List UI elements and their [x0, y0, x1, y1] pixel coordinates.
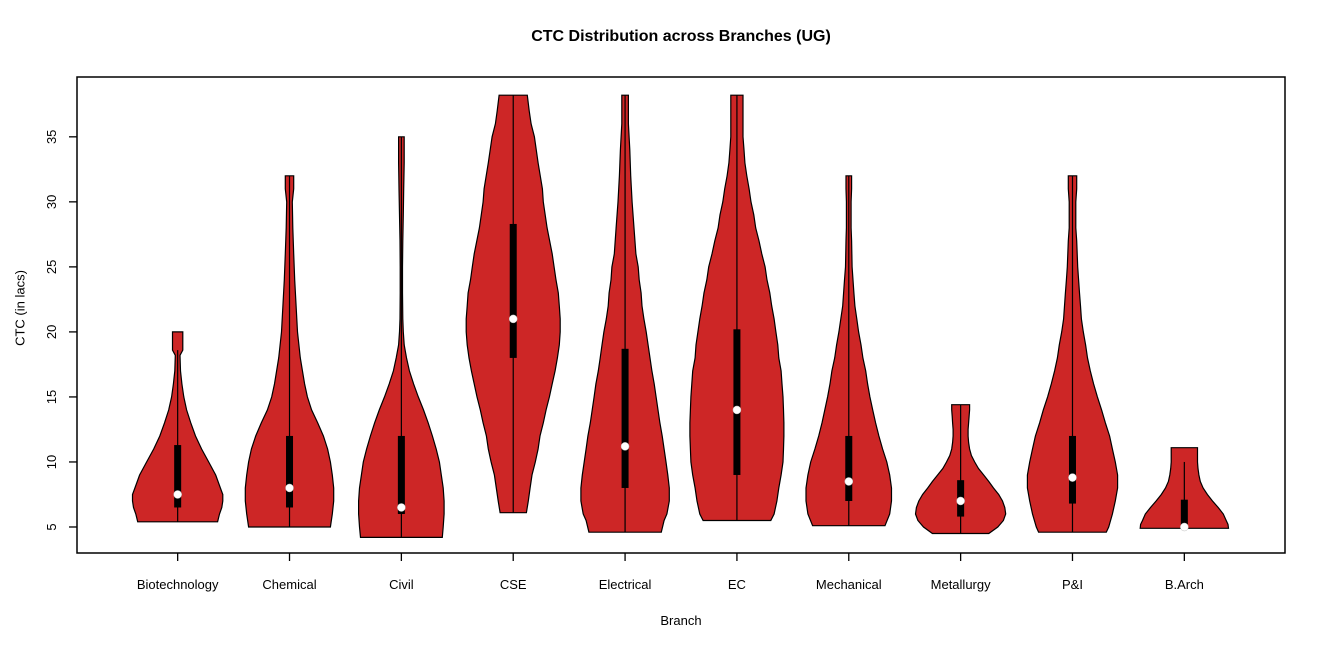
y-tick-label: 30	[44, 195, 59, 209]
x-tick-label: Electrical	[599, 577, 652, 592]
plot-border	[76, 76, 1286, 554]
median-dot	[173, 490, 182, 499]
x-tick-label: P&I	[1062, 577, 1083, 592]
x-tick-label: EC	[728, 577, 746, 592]
x-tick-label: Biotechnology	[137, 577, 219, 592]
y-axis-label: CTC (in lacs)	[12, 270, 28, 346]
y-tick-label: 35	[44, 130, 59, 144]
y-tick-label: 20	[44, 325, 59, 339]
median-dot	[397, 503, 406, 512]
x-tick-label: B.Arch	[1165, 577, 1204, 592]
median-dot	[956, 496, 965, 506]
median-dot	[508, 314, 518, 324]
x-tick-label: Mechanical	[816, 577, 882, 592]
median-dot	[844, 477, 854, 486]
iqr-box	[397, 435, 405, 514]
median-dot	[285, 483, 294, 493]
y-tick-label: 10	[44, 455, 59, 469]
iqr-box	[1180, 499, 1188, 526]
x-axis-label: Branch	[660, 613, 702, 628]
iqr-box	[733, 329, 741, 475]
median-dot	[1180, 522, 1189, 532]
y-tick-label: 25	[44, 260, 59, 274]
x-tick-label: Chemical	[262, 577, 316, 592]
iqr-box	[845, 435, 853, 501]
iqr-box	[174, 445, 182, 508]
x-tick-label: Metallurgy	[931, 577, 991, 592]
iqr-box	[286, 435, 294, 508]
median-dot	[732, 405, 742, 415]
iqr-box	[1068, 435, 1076, 504]
chart-title: CTC Distribution across Branches (UG)	[531, 28, 831, 45]
median-dot	[1068, 473, 1077, 482]
y-tick-label: 15	[44, 390, 59, 404]
iqr-box	[621, 348, 629, 488]
x-tick-label: Civil	[389, 577, 414, 592]
x-tick-label: CSE	[500, 577, 527, 592]
y-tick-label: 5	[44, 523, 59, 530]
median-dot	[620, 442, 630, 451]
iqr-box	[509, 223, 517, 358]
